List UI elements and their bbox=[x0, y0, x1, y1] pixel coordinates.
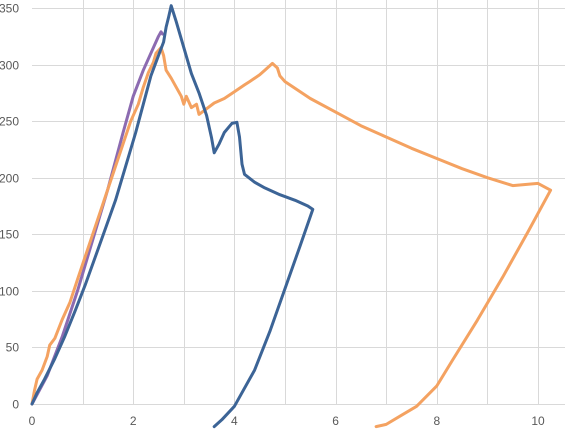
tick-layer: 0 50 100 150 200 250 300 350 0 2 4 6 8 10 bbox=[0, 2, 545, 429]
series-line-2 bbox=[30, 46, 553, 429]
x-tick-label: 10 bbox=[531, 414, 545, 428]
x-tick-label: 0 bbox=[29, 414, 36, 428]
x-tick-label: 4 bbox=[231, 414, 238, 428]
y-tick-label: 150 bbox=[0, 228, 19, 242]
series-line-1 bbox=[30, 30, 164, 406]
series-layer bbox=[30, 4, 553, 429]
grid-layer bbox=[32, 0, 565, 405]
y-tick-label: 200 bbox=[0, 172, 19, 186]
y-tick-label: 100 bbox=[0, 285, 19, 299]
x-tick-label: 8 bbox=[433, 414, 440, 428]
series-line-3 bbox=[30, 4, 315, 429]
y-tick-label: 350 bbox=[0, 2, 19, 16]
y-tick-label: 250 bbox=[0, 115, 19, 129]
y-tick-label: 0 bbox=[12, 398, 19, 412]
x-tick-label: 6 bbox=[332, 414, 339, 428]
y-tick-label: 300 bbox=[0, 59, 19, 73]
y-tick-label: 50 bbox=[6, 341, 20, 355]
x-tick-label: 2 bbox=[130, 414, 137, 428]
